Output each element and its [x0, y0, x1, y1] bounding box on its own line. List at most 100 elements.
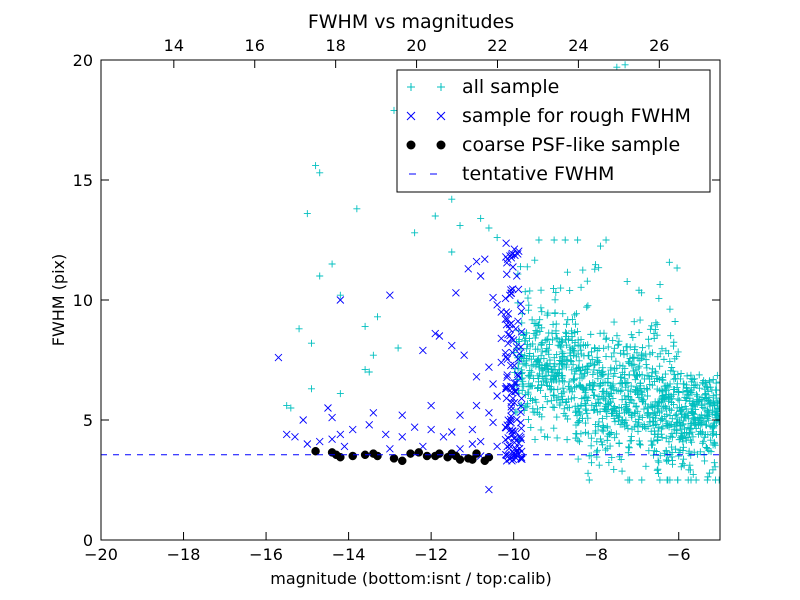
legend-label: coarse PSF-like sample	[462, 134, 680, 156]
all-sample-point	[636, 316, 644, 324]
rough-fwhm-point	[517, 408, 525, 417]
all-sample-point	[593, 448, 601, 456]
rough-fwhm-point	[501, 450, 510, 459]
rough-fwhm-point	[460, 351, 468, 360]
all-sample-point	[536, 316, 544, 324]
top-x-tick-label: 18	[325, 36, 345, 55]
all-sample-point	[530, 320, 538, 328]
all-sample-point	[622, 416, 630, 424]
all-sample-point	[559, 384, 567, 392]
psf-sample-series	[311, 446, 494, 466]
all-sample-point	[706, 400, 714, 408]
rough-fwhm-point	[328, 413, 336, 422]
all-sample-point	[601, 402, 609, 410]
all-sample-point	[576, 438, 584, 446]
all-sample-point	[564, 395, 572, 403]
all-sample-point	[704, 387, 712, 395]
psf-sample-point	[406, 449, 415, 458]
all-sample-point	[668, 443, 676, 451]
all-sample-point	[625, 444, 633, 452]
all-sample-point	[666, 305, 674, 313]
all-sample-point	[361, 322, 369, 330]
all-sample-point	[606, 392, 614, 400]
rough-fwhm-point	[439, 432, 448, 441]
all-sample-point	[550, 372, 558, 380]
all-sample-point	[653, 466, 661, 474]
all-sample-point	[517, 263, 525, 271]
all-sample-point	[688, 428, 696, 436]
all-sample-point	[587, 330, 595, 338]
all-sample-point	[588, 356, 596, 364]
psf-sample-point	[348, 451, 357, 461]
all-sample-point	[514, 270, 522, 278]
all-sample-point	[582, 386, 590, 394]
all-sample-point	[568, 337, 576, 345]
all-sample-point	[493, 234, 501, 242]
all-sample-point	[682, 397, 690, 405]
all-sample-point	[552, 327, 560, 335]
all-sample-point	[631, 376, 639, 384]
rough-fwhm-point	[472, 257, 481, 266]
y-tick-label: 20	[73, 51, 93, 70]
all-sample-point	[603, 436, 611, 444]
all-sample-point	[656, 362, 664, 370]
rough-fwhm-point	[431, 329, 440, 338]
top-x-tick-label: 22	[487, 36, 507, 55]
all-sample-point	[557, 360, 565, 368]
all-sample-point	[711, 440, 719, 448]
all-sample-point	[569, 361, 577, 369]
all-sample-point	[665, 258, 673, 266]
all-sample-point	[574, 455, 582, 463]
all-sample-point	[673, 415, 681, 423]
all-sample-point	[695, 418, 703, 426]
all-sample-point	[615, 403, 623, 411]
legend-marker-dot-icon	[406, 140, 416, 150]
all-sample-point	[602, 335, 610, 343]
all-sample-point	[566, 349, 574, 357]
all-sample-point	[683, 372, 691, 380]
rough-fwhm-point	[506, 286, 515, 294]
all-sample-point	[667, 332, 675, 340]
all-sample-point	[639, 397, 647, 405]
all-sample-point	[655, 294, 663, 302]
all-sample-point	[643, 386, 651, 394]
rough-fwhm-point	[381, 430, 390, 439]
all-sample-point	[663, 476, 671, 484]
rough-fwhm-point	[497, 334, 506, 343]
rough-fwhm-point	[513, 415, 521, 424]
all-sample-point	[642, 356, 650, 364]
rough-fwhm-point	[447, 428, 456, 436]
all-sample-point	[667, 432, 675, 440]
all-sample-point	[662, 447, 670, 455]
legend-entry: sample for rough FWHM	[406, 105, 691, 127]
all-sample-point	[563, 436, 571, 444]
all-sample-point	[515, 338, 523, 346]
all-sample-point	[655, 424, 663, 432]
psf-sample-point	[431, 451, 440, 461]
all-sample-point	[685, 466, 693, 474]
all-sample-point	[485, 224, 493, 232]
all-sample-point	[390, 106, 398, 114]
all-sample-point	[635, 329, 643, 337]
all-sample-point	[587, 359, 595, 367]
all-sample-point	[668, 420, 676, 428]
all-sample-point	[539, 377, 547, 385]
all-sample-point	[573, 412, 581, 420]
top-x-tick-label: 16	[245, 36, 265, 55]
all-sample-point	[573, 327, 581, 335]
all-sample-point	[568, 330, 576, 338]
all-sample-point	[711, 441, 719, 449]
rough-fwhm-point	[452, 288, 460, 297]
all-sample-point	[634, 421, 642, 429]
rough-fwhm-point	[503, 371, 512, 379]
all-sample-point	[534, 383, 542, 391]
all-sample-point	[597, 242, 605, 250]
rough-fwhm-point	[485, 408, 493, 417]
legend: all sample sample for rough FWHM coarse PS…	[396, 69, 711, 193]
rough-fwhm-point	[435, 332, 444, 340]
all-sample-point	[587, 451, 595, 459]
rough-fwhm-point	[507, 334, 516, 343]
all-sample-point	[520, 382, 528, 390]
all-sample-point	[594, 357, 602, 365]
rough-fwhm-point	[501, 423, 510, 432]
